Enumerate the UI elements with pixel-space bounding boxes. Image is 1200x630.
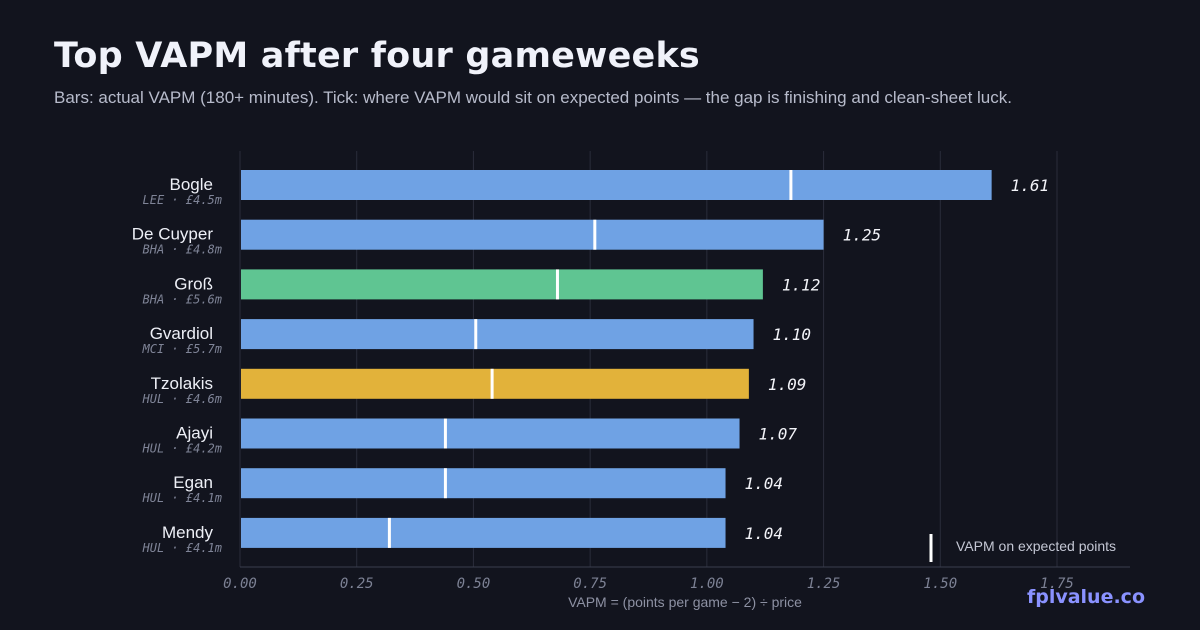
bar-value-label: 1.25 [843,226,882,245]
player-meta-label: HUL · £4.2m [142,442,222,456]
player-meta-label: HUL · £4.1m [142,541,222,555]
bar-value-label: 1.04 [745,474,784,493]
x-axis: 0.00 0.25 0.50 0.75 1.00 1.25 1.50 1.75 [223,566,1130,592]
bars-layer [241,170,992,548]
page-subtitle: Bars: actual VAPM (180+ minutes). Tick: … [54,88,1012,107]
x-tick-label: 0.50 [457,576,491,592]
bar-mendy[interactable] [241,517,726,548]
bar-value-label: 1.09 [768,375,807,394]
x-axis-title: VAPM = (points per game − 2) ÷ price [568,594,802,610]
player-name-label: Mendy [162,523,214,542]
bar-groß[interactable] [241,269,763,300]
bar-gvardiol[interactable] [241,319,754,350]
brand-logo[interactable]: fplvalue.co [1026,586,1145,608]
x-tick-label: 1.00 [690,576,724,592]
x-tick-label: 1.75 [1040,576,1074,592]
bar-bogle[interactable] [241,170,992,200]
bar-tzolakis[interactable] [241,368,749,399]
player-name-label: Bogle [170,175,213,194]
player-name-label: Egan [173,473,213,492]
player-meta-label: MCI · £5.7m [142,342,222,356]
player-name-label: De Cuyper [132,225,214,244]
grid-layer [239,151,1058,567]
player-meta-label: BHA · £5.6m [143,292,222,306]
player-name-label: Ajayi [176,424,213,443]
player-meta-label: BHA · £4.8m [143,243,222,257]
bar-ajayi[interactable] [241,418,740,449]
bar-value-label: 1.04 [745,524,784,543]
legend-label: VAPM on expected points [956,538,1116,554]
player-name-label: Tzolakis [151,374,213,393]
player-name-label: Gvardiol [150,324,213,343]
page-title: Top VAPM after four gameweeks [54,36,700,76]
x-tick-label: 1.50 [923,576,957,592]
x-tick-label: 1.25 [807,576,841,592]
bar-value-label: 1.12 [782,275,821,294]
player-meta-label: LEE · £4.5m [143,193,222,207]
x-tick-label: 0.75 [573,576,607,592]
bar-egan[interactable] [241,468,726,499]
bar-value-label: 1.61 [1011,176,1050,195]
bar-de-cuyper[interactable] [241,219,824,250]
player-meta-label: HUL · £4.6m [142,392,222,406]
bar-value-label: 1.10 [773,325,812,344]
x-tick-label: 0.00 [223,576,257,592]
legend: VAPM on expected points [929,534,1116,562]
x-tick-label: 0.25 [340,576,374,592]
bar-value-label: 1.07 [759,425,798,444]
player-meta-label: HUL · £4.1m [142,491,222,505]
player-name-label: Groß [174,274,213,293]
